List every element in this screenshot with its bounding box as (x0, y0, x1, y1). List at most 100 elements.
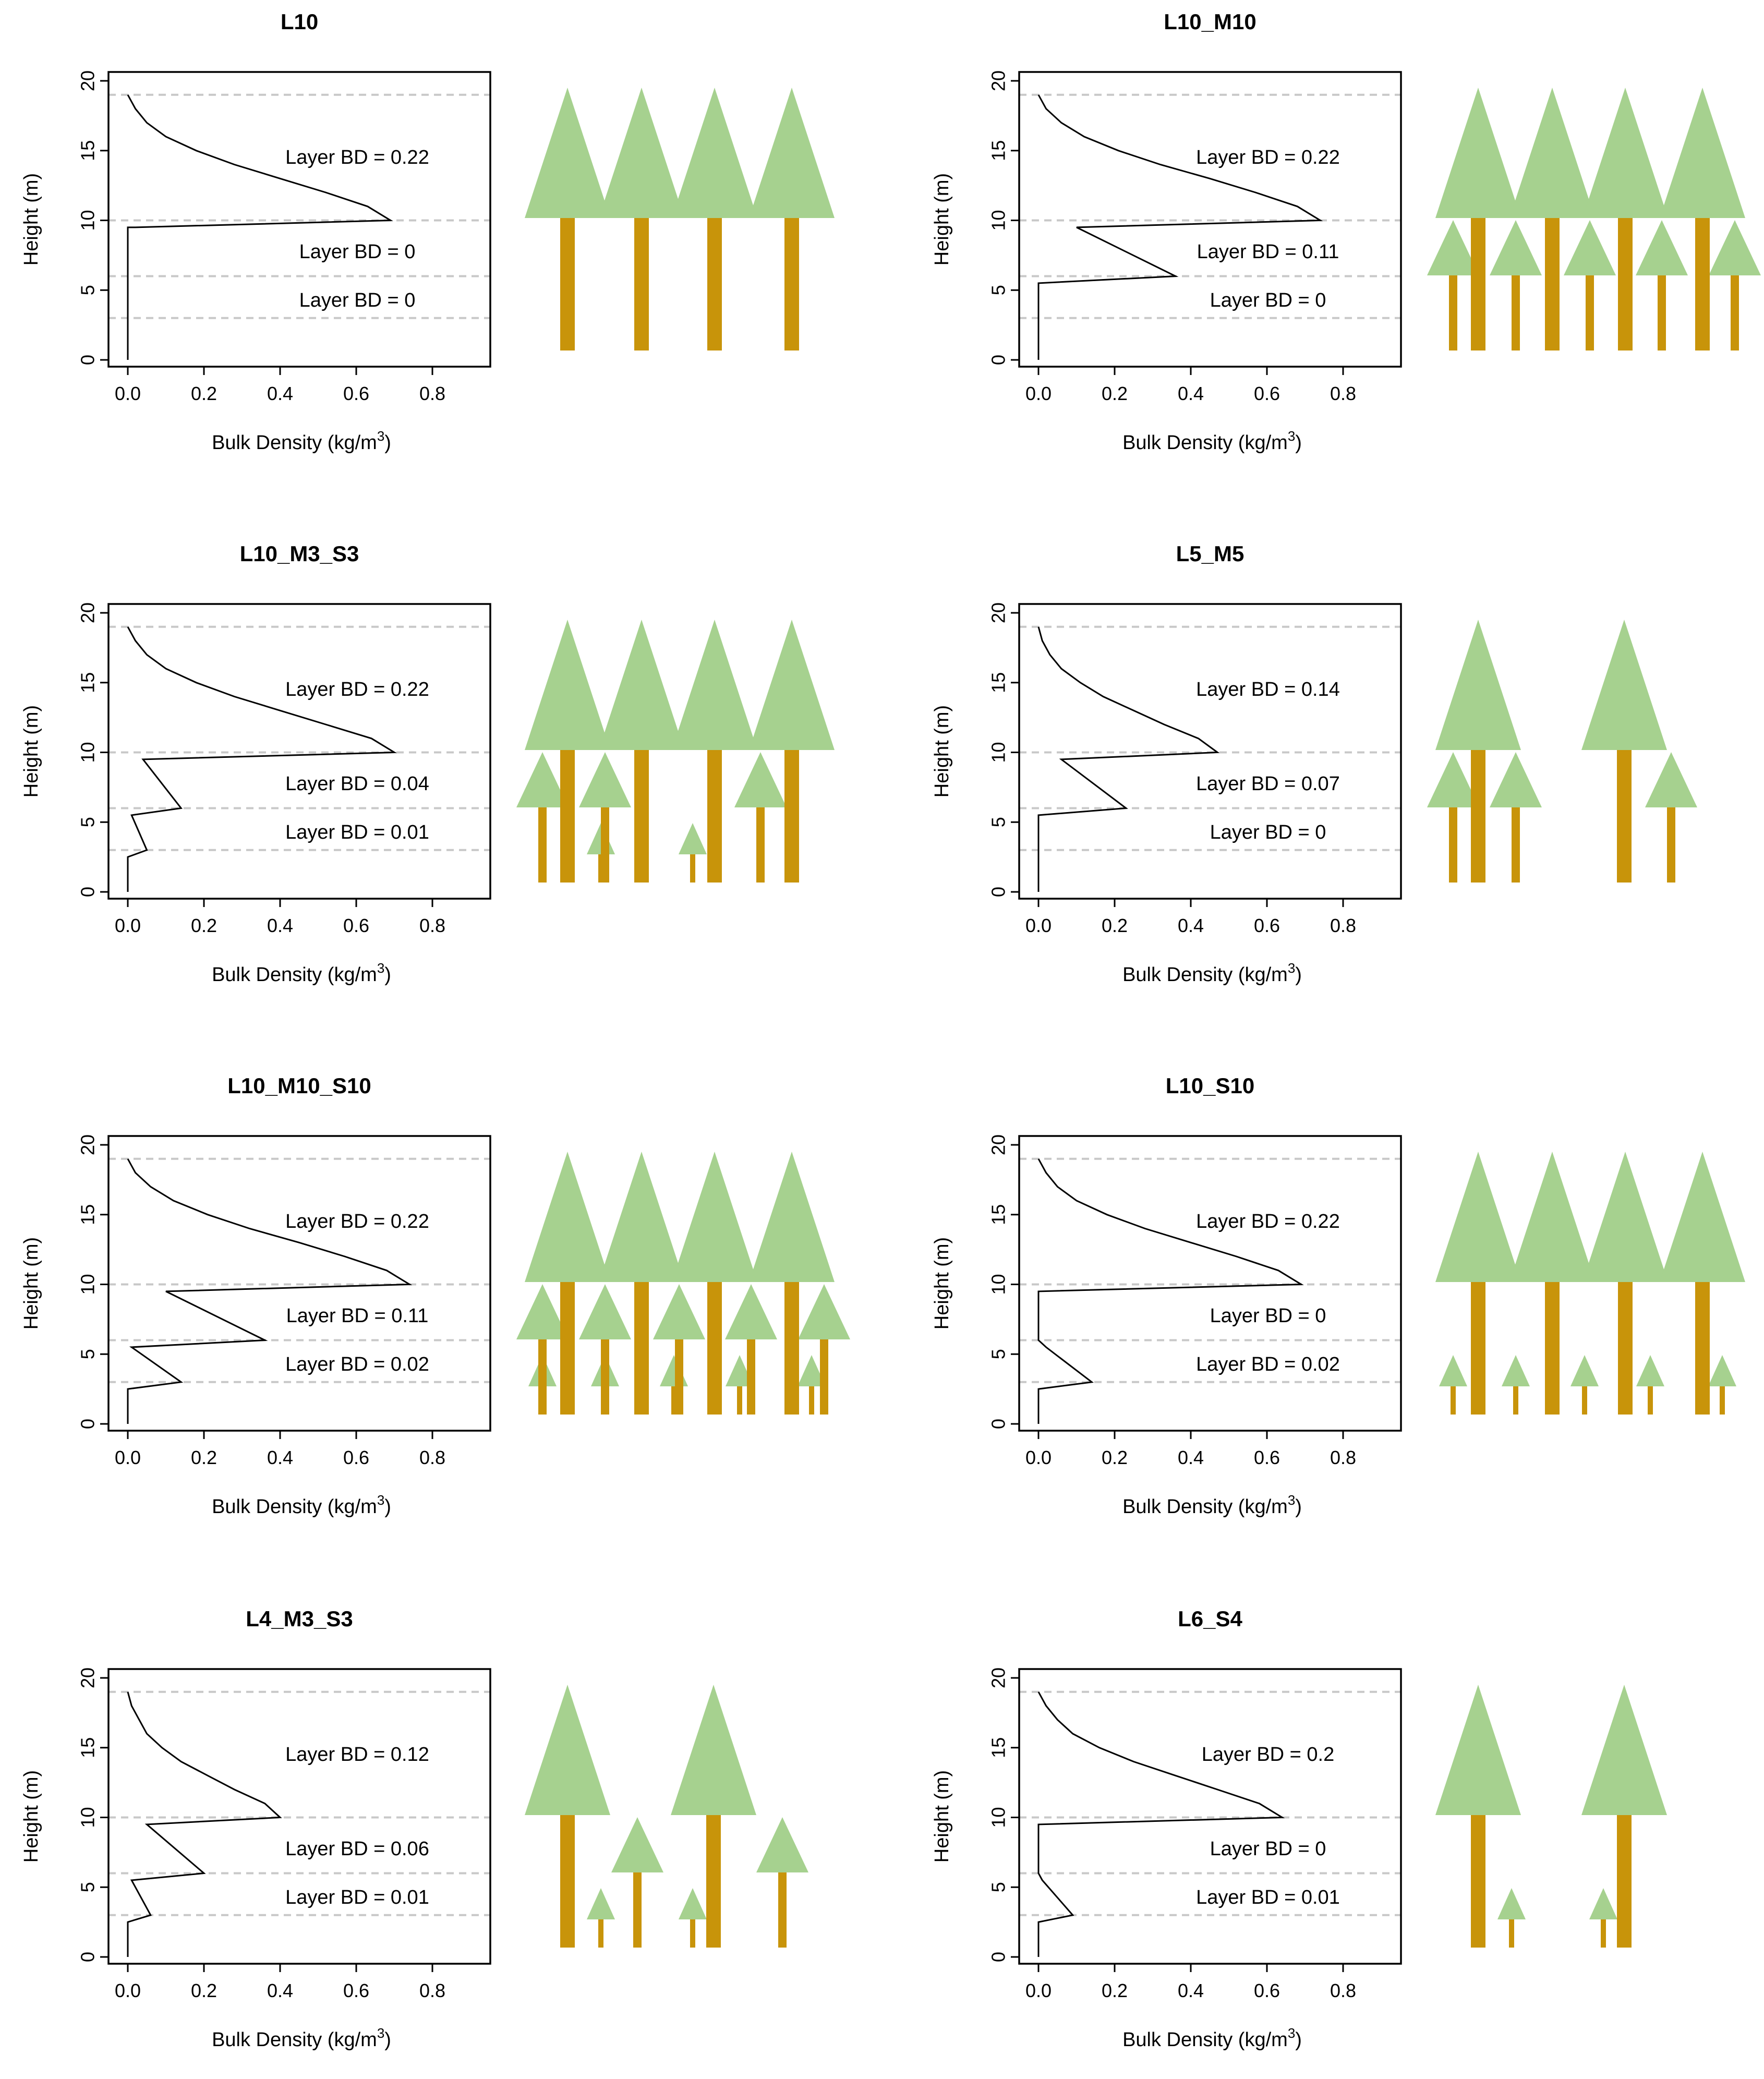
large-tree-crown (1435, 620, 1521, 750)
large-tree-crown (1435, 88, 1521, 218)
large-tree-trunk (1545, 1281, 1560, 1415)
layer-bd-label: Layer BD = 0.02 (285, 1353, 429, 1375)
y-axis-label: Height (m) (20, 1770, 42, 1863)
y-tick-label: 10 (988, 1807, 1009, 1828)
y-axis-label: Height (m) (20, 705, 42, 797)
x-tick-label: 0.8 (419, 1447, 445, 1468)
x-tick-label: 0.4 (1178, 915, 1204, 936)
panel-l10-m10: L10_M10 0.0 0.2 0.4 0.6 0.8 0 5 10 15 20 Bulk Densi… (931, 9, 1761, 454)
x-axis-label-main: Bulk Density (kg/m (1122, 432, 1288, 454)
medium-tree-trunk (601, 1338, 609, 1415)
x-tick-label: 0.4 (1178, 1447, 1204, 1468)
small-tree-crown (1439, 1355, 1467, 1386)
medium-tree-trunk (820, 1338, 828, 1415)
large-tree-trunk (707, 217, 722, 350)
y-tick-label: 5 (77, 1882, 99, 1892)
y-tick-label: 0 (988, 887, 1009, 897)
x-axis-label-close: ) (1295, 1496, 1302, 1518)
large-tree-trunk (634, 217, 649, 350)
bulk-density-profile-line (1037, 626, 1220, 892)
x-axis-label-main: Bulk Density (kg/m (212, 432, 377, 454)
large-tree-trunk (634, 749, 649, 883)
x-tick-label: 0.0 (1025, 915, 1052, 936)
layer-bd-label: Layer BD = 0.11 (1197, 241, 1339, 263)
small-tree-trunk (809, 1385, 814, 1415)
small-tree-crown (1502, 1355, 1530, 1386)
small-tree-crown (798, 1355, 826, 1386)
large-tree-trunk (560, 749, 575, 883)
x-tick-label: 0.4 (267, 383, 293, 404)
x-axis-label-superscript: 3 (1288, 428, 1295, 444)
bulk-density-profile-line (127, 94, 393, 360)
small-tree-crown (660, 1355, 688, 1386)
y-tick-label: 0 (988, 1419, 1009, 1429)
medium-tree-crown (1564, 220, 1616, 275)
y-tick-label: 5 (77, 285, 99, 295)
medium-tree-crown (756, 1817, 808, 1872)
layer-bd-label: Layer BD = 0.22 (285, 679, 429, 700)
large-tree-trunk (707, 1281, 722, 1415)
small-tree-trunk (671, 1385, 676, 1415)
medium-tree-crown (734, 752, 787, 807)
x-tick-label: 0.4 (1178, 383, 1204, 404)
layer-bd-label: Layer BD = 0.01 (285, 1887, 429, 1908)
y-tick-label: 5 (988, 817, 1009, 827)
y-tick-label: 15 (988, 672, 1009, 693)
x-axis-label: Bulk Density (kg/m3) (1122, 2025, 1302, 2051)
large-tree-trunk (1695, 1281, 1710, 1415)
layer-bd-label: Layer BD = 0.14 (1196, 679, 1340, 700)
panel-title: L10_M3_S3 (240, 541, 359, 566)
stand-schematic (525, 88, 835, 350)
bulk-density-profile-line (127, 1691, 282, 1957)
bulk-density-profile-line (127, 626, 397, 892)
large-tree-crown (1509, 88, 1595, 218)
medium-tree-trunk (1449, 274, 1457, 350)
medium-tree-crown (653, 1284, 705, 1339)
large-tree-crown (1660, 1152, 1745, 1282)
large-tree-crown (1435, 1685, 1521, 1815)
large-tree-trunk (560, 1281, 575, 1415)
large-tree-crown (525, 620, 610, 750)
x-tick-label: 0.6 (1254, 1980, 1280, 2001)
x-tick-label: 0.6 (343, 1447, 369, 1468)
large-tree-trunk (1617, 749, 1632, 883)
layer-bd-label: Layer BD = 0.22 (285, 147, 429, 168)
y-tick-label: 15 (988, 1204, 1009, 1225)
y-tick-label: 15 (77, 672, 99, 693)
medium-tree-trunk (1512, 806, 1520, 883)
y-tick-label: 10 (77, 210, 99, 231)
large-tree-crown (1582, 88, 1668, 218)
y-axis-label: Height (m) (931, 1237, 953, 1329)
layer-bd-label: Layer BD = 0.04 (285, 773, 429, 795)
x-tick-label: 0.2 (1102, 1980, 1128, 2001)
medium-tree-trunk (1512, 274, 1520, 350)
x-axis-label-close: ) (384, 1496, 391, 1518)
large-tree-crown (672, 88, 757, 218)
x-tick-label: 0.2 (1102, 383, 1128, 404)
large-tree-trunk (560, 1814, 575, 1948)
large-tree-trunk (707, 749, 722, 883)
x-axis-label-superscript: 3 (377, 1492, 384, 1508)
x-axis-label-close: ) (1295, 2029, 1302, 2051)
layer-bd-label: Layer BD = 0.01 (1196, 1887, 1340, 1908)
large-tree-crown (525, 1685, 610, 1815)
panel-title: L10_M10 (1164, 9, 1256, 34)
large-tree-crown (672, 1152, 757, 1282)
panel-title: L5_M5 (1176, 541, 1245, 566)
plot-frame (1018, 71, 1402, 368)
medium-tree-crown (579, 1284, 631, 1339)
large-tree-trunk (1618, 1281, 1633, 1415)
stand-schematic (516, 1152, 850, 1415)
x-axis-label-close: ) (384, 2029, 391, 2051)
y-tick-label: 0 (988, 355, 1009, 365)
large-tree-crown (599, 88, 684, 218)
large-tree-crown (1581, 620, 1667, 750)
x-tick-label: 0.0 (115, 1980, 141, 2001)
x-tick-label: 0.6 (1254, 383, 1280, 404)
medium-tree-crown (579, 752, 631, 807)
medium-tree-trunk (1586, 274, 1594, 350)
small-tree-trunk (598, 1918, 603, 1948)
y-tick-label: 20 (988, 1134, 1009, 1155)
large-tree-trunk (1471, 749, 1485, 883)
x-tick-label: 0.6 (343, 383, 369, 404)
